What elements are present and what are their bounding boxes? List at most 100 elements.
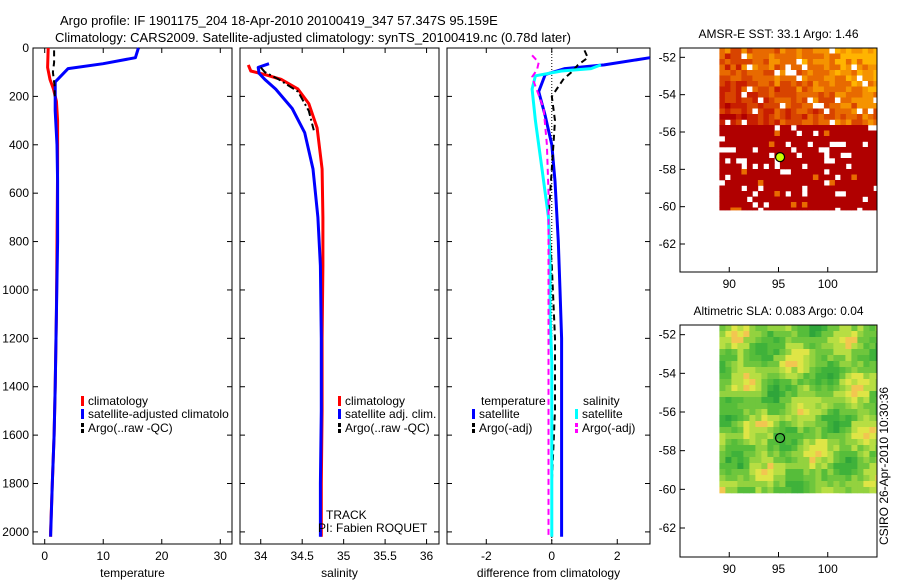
amsr_sst-grid-cell: [856, 163, 863, 170]
amsr_sst-grid-cell: [862, 191, 869, 197]
altimetric_sla-grid-cell: [839, 475, 846, 482]
altimetric_sla-grid-cell: [797, 433, 804, 440]
altimetric_sla-grid-cell: [725, 475, 732, 482]
altimetric_sla-grid-cell: [869, 349, 876, 356]
altimetric_sla-grid-cell: [851, 457, 858, 464]
altimetric_sla-grid-cell: [749, 439, 756, 446]
altimetric_sla-grid-cell: [797, 385, 804, 392]
altimetric_sla-grid-cell: [749, 415, 756, 422]
salinity-legend-argo-label: Argo(..raw -QC): [345, 421, 430, 435]
altimetric_sla-grid-cell: [869, 343, 876, 350]
amsr_sst-grid-cell: [741, 125, 748, 131]
altimetric_sla-grid-cell: [791, 355, 798, 362]
amsr_sst-grid-cell: [829, 92, 836, 98]
amsr_sst-grid-cell: [867, 169, 874, 175]
amsr_sst-grid-cell: [779, 53, 786, 60]
altimetric_sla-grid-cell: [797, 415, 804, 422]
amsr_sst-grid-cell: [785, 75, 792, 82]
altimetric_sla-grid-cell: [827, 349, 834, 356]
altimetric_sla-grid-cell: [869, 415, 876, 422]
amsr_sst-grid-cell: [735, 191, 742, 197]
amsr_sst-grid-cell: [873, 97, 877, 104]
amsr_sst-grid-cell: [741, 92, 748, 98]
altimetric_sla-grid-cell: [743, 439, 750, 446]
amsr_sst-grid-cell: [851, 64, 858, 71]
temperature-xtick-label: 10: [97, 549, 111, 563]
altimetric_sla-grid-cell: [845, 457, 852, 464]
difference-legend-temp-argo-swatch: [472, 423, 475, 427]
amsr_sst-grid-cell: [834, 81, 841, 87]
altimetric_sla-grid-cell: [797, 367, 804, 374]
altimetric_sla-grid-cell: [839, 421, 846, 428]
altimetric_sla-grid-cell: [839, 337, 846, 344]
amsr_sst-grid-cell: [812, 180, 819, 186]
amsr_sst-grid-cell: [867, 64, 874, 71]
amsr_sst-grid-cell: [790, 163, 797, 170]
amsr_sst-grid-cell: [873, 141, 877, 148]
altimetric_sla-grid-cell: [785, 391, 792, 398]
amsr_sst-grid-cell: [867, 136, 874, 142]
altimetric_sla-grid-cell: [755, 397, 762, 404]
altimetric_sla-grid-cell: [803, 349, 810, 356]
altimetric_sla-grid-cell: [761, 457, 768, 464]
amsr_sst-grid-cell: [796, 207, 803, 211]
altimetric_sla-grid-cell: [803, 361, 810, 368]
amsr_sst-grid-cell: [757, 191, 764, 197]
amsr_sst-grid-cell: [752, 125, 759, 131]
altimetric_sla-grid-cell: [797, 445, 804, 452]
altimetric_sla-grid-cell: [845, 451, 852, 458]
amsr_sst-grid-cell: [807, 152, 814, 159]
amsr_sst-grid-cell: [741, 207, 748, 211]
amsr_sst-grid-cell: [867, 174, 874, 181]
altimetric_sla-grid-cell: [845, 415, 852, 422]
amsr_sst-grid-cell: [851, 130, 858, 137]
temperature-ytick-label: 1600: [2, 428, 29, 442]
altimetric_sla-grid-cell: [821, 463, 828, 470]
altimetric_sla-grid-cell: [755, 385, 762, 392]
altimetric_sla-grid-cell: [785, 337, 792, 344]
amsr_sst-grid-cell: [807, 158, 814, 164]
amsr_sst-grid-cell: [757, 196, 764, 203]
amsr_sst-grid-cell: [730, 103, 737, 109]
amsr_sst-grid-cell: [724, 108, 731, 115]
amsr_sst-grid-cell: [763, 136, 770, 142]
altimetric_sla-grid-cell: [761, 397, 768, 404]
difference-legend-temp-argo-swatch: [472, 429, 475, 433]
altimetric_sla-grid-cell: [749, 385, 756, 392]
altimetric_sla-grid-cell: [833, 385, 840, 392]
amsr_sst-grid-cell: [774, 53, 781, 60]
amsr_sst-grid-cell: [730, 174, 737, 181]
difference-legend-temperature-title: temperature: [481, 394, 546, 408]
altimetric_sla-grid-cell: [797, 451, 804, 458]
altimetric_sla-grid-cell: [791, 373, 798, 380]
amsr_sst-grid-cell: [790, 59, 797, 65]
amsr_sst-grid-cell: [845, 174, 852, 181]
altimetric_sla-grid-cell: [779, 391, 786, 398]
salinity-xtick-label: 35.5: [373, 549, 397, 563]
altimetric_sla-grid-cell: [815, 349, 822, 356]
altimetric_sla-grid-cell: [833, 409, 840, 416]
altimetric_sla-grid-cell: [827, 421, 834, 428]
amsr_sst-grid-cell: [851, 185, 858, 192]
amsr_sst-grid-cell: [851, 158, 858, 164]
amsr_sst-grid-cell: [790, 81, 797, 87]
amsr_sst-grid-cell: [812, 108, 819, 115]
amsr_sst-xtick-label: 100: [818, 277, 838, 291]
altimetric_sla-grid-cell: [857, 337, 864, 344]
amsr_sst-grid-cell: [834, 103, 841, 109]
amsr_sst-grid-cell: [796, 119, 803, 126]
altimetric_sla-grid-cell: [725, 355, 732, 362]
altimetric_sla-grid-cell: [803, 457, 810, 464]
amsr_sst-grid-cell: [757, 202, 764, 208]
altimetric_sla-grid-cell: [833, 337, 840, 344]
altimetric_sla-grid-cell: [737, 427, 744, 434]
altimetric_sla-grid-cell: [851, 433, 858, 440]
altimetric_sla-grid-cell: [785, 451, 792, 458]
temperature-xtick-label: 0: [41, 549, 48, 563]
altimetric_sla-grid-cell: [731, 457, 738, 464]
amsr_sst-grid-cell: [752, 169, 759, 175]
altimetric_sla-grid-cell: [851, 481, 858, 488]
difference-legend-temp-satellite-swatch: [472, 409, 475, 419]
altimetric_sla-grid-cell: [767, 355, 774, 362]
altimetric_sla-grid-cell: [773, 445, 780, 452]
